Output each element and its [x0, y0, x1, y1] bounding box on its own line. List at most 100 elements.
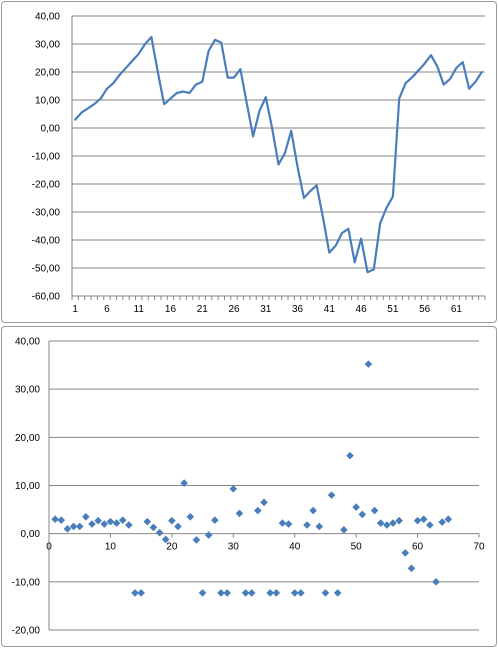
y-tick-label: -20,00: [12, 626, 41, 637]
data-point: [155, 528, 164, 537]
data-point: [211, 516, 219, 524]
data-point: [297, 589, 305, 597]
data-point: [426, 521, 434, 529]
x-tick-label: 30: [228, 542, 240, 553]
x-tick-label: 10: [105, 542, 117, 553]
data-point: [413, 516, 422, 525]
data-point: [241, 589, 250, 597]
x-tick-label: 0: [46, 542, 52, 553]
scatter-chart-panel: 40,00 30,00 20,00 10,00 0,00 -10,00 -20,00 0 10 2…: [1, 326, 497, 647]
data-point: [235, 509, 244, 518]
y-tick-label: 10,00: [35, 96, 60, 107]
x-tick-label: 41: [324, 304, 336, 315]
data-point: [149, 523, 158, 532]
data-point: [82, 513, 90, 521]
data-point: [198, 589, 207, 597]
data-point: [174, 522, 182, 531]
x-tick-label: 50: [351, 542, 363, 553]
data-point: [204, 531, 213, 539]
data-point: [327, 491, 336, 499]
y-tick-label: 10,00: [15, 481, 40, 492]
y-tick-label: -50,00: [32, 264, 61, 275]
x-tick-label: 61: [451, 304, 463, 315]
y-tick-label: 0,00: [21, 529, 41, 540]
data-point: [223, 589, 231, 597]
x-tick-label: 21: [197, 304, 209, 315]
x-tick-label: 26: [228, 304, 240, 315]
data-point: [266, 589, 274, 597]
x-tick-label: 40: [289, 542, 301, 553]
data-point: [88, 520, 96, 528]
data-point: [131, 589, 139, 597]
x-tick-label: 70: [473, 542, 485, 553]
y-tick-label: -10,00: [12, 577, 41, 588]
x-tick-label: 31: [260, 304, 272, 315]
data-point: [401, 549, 410, 557]
data-point: [254, 506, 262, 515]
scatter-chart: 40,00 30,00 20,00 10,00 0,00 -10,00 -20,00 0 10 2…: [12, 337, 485, 637]
y-tick-label: -20,00: [32, 180, 61, 191]
line-chart-panel: 40,00 30,00 20,00 10,00 0,00 -10,00 -20,00 -30,…: [1, 1, 497, 323]
data-point: [346, 451, 354, 460]
data-point: [229, 485, 238, 493]
line-chart: 40,00 30,00 20,00 10,00 0,00 -10,00 -20,00 -30,…: [32, 12, 486, 315]
y-tick-label: 20,00: [15, 433, 40, 444]
data-point: [186, 513, 195, 521]
data-point: [192, 536, 201, 544]
data-point: [432, 578, 440, 586]
y-tick-label: -40,00: [32, 236, 61, 247]
x-tick-label: 60: [412, 542, 424, 553]
data-point: [125, 521, 133, 529]
data-point: [278, 519, 287, 527]
data-point: [315, 522, 324, 531]
x-tick-label: 16: [165, 304, 177, 315]
y-tick-label: 20,00: [35, 68, 60, 79]
data-point: [340, 526, 348, 534]
y-tick-label: 0,00: [41, 124, 61, 135]
data-point: [143, 517, 152, 526]
data-point: [118, 516, 127, 524]
data-point: [284, 520, 293, 528]
data-point: [272, 589, 281, 597]
data-point: [419, 515, 428, 524]
data-point: [303, 521, 311, 529]
data-point: [94, 516, 102, 525]
y-tick-label: 40,00: [35, 12, 60, 23]
x-tick-label: 36: [292, 304, 304, 315]
data-point: [395, 516, 403, 525]
y-tick-label: 40,00: [15, 337, 40, 348]
data-point: [364, 360, 373, 368]
y-tick-label: 30,00: [35, 40, 60, 51]
data-point: [112, 519, 121, 527]
x-tick-label: 46: [356, 304, 368, 315]
data-point: [333, 589, 342, 597]
y-tick-label: -30,00: [32, 208, 61, 219]
data-point: [168, 516, 176, 525]
y-tick-label: 30,00: [15, 385, 40, 396]
data-point: [63, 525, 72, 533]
data-point: [161, 535, 170, 544]
data-point: [438, 518, 446, 526]
data-point: [217, 589, 225, 597]
series-line: [74, 35, 483, 274]
data-point: [260, 498, 268, 507]
data-point: [57, 516, 66, 524]
data-point: [407, 564, 416, 573]
data-point: [352, 503, 360, 511]
data-point: [321, 589, 330, 597]
x-tick-label: 20: [166, 542, 178, 553]
data-point: [180, 479, 188, 487]
x-tick-label: 51: [387, 304, 399, 315]
data-point: [309, 506, 317, 515]
data-point: [51, 515, 59, 524]
x-tick-label: 6: [104, 304, 110, 315]
data-point: [376, 519, 385, 527]
data-point: [370, 506, 379, 515]
data-point: [358, 510, 367, 519]
data-point: [290, 589, 299, 597]
data-point: [383, 521, 391, 529]
y-tick-label: -60,00: [32, 292, 61, 303]
data-point: [247, 589, 256, 597]
x-tick-label: 1: [72, 304, 78, 315]
data-point: [75, 522, 84, 531]
